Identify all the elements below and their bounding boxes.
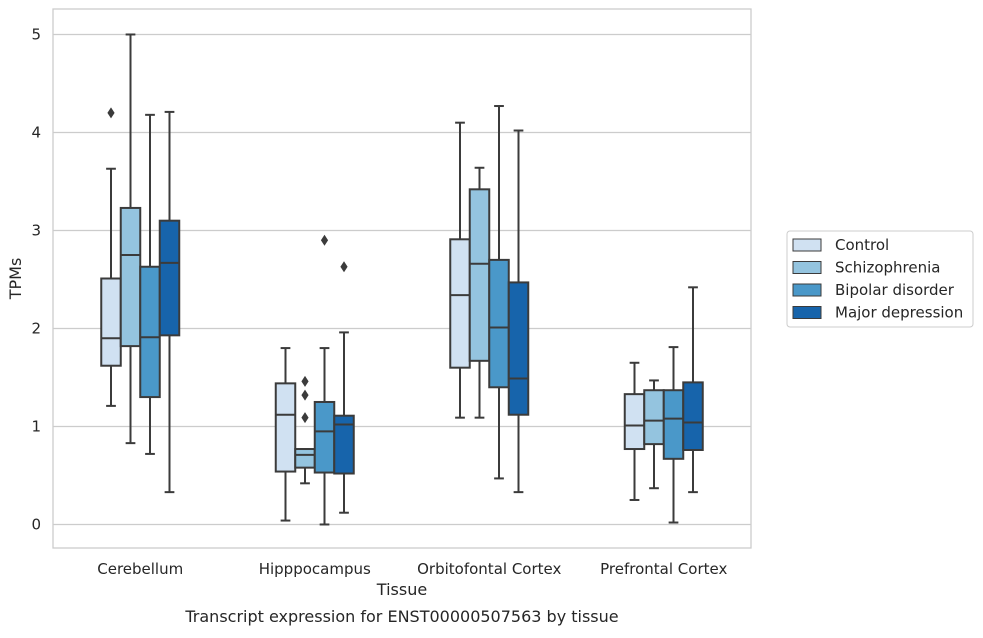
box-schizophrenia xyxy=(119,33,142,445)
outlier-point xyxy=(107,107,115,119)
x-axis-ticks: Cerebellum Hipppocampus Orbitofontal Corte… xyxy=(97,560,727,578)
legend-swatch xyxy=(792,283,822,297)
plot-frame xyxy=(52,8,752,549)
legend: Control Schizophrenia Bipolar disorder Majo… xyxy=(786,230,974,328)
legend-label: Bipolar disorder xyxy=(835,281,955,299)
box-iqr xyxy=(682,381,704,452)
y-tick-label: 3 xyxy=(31,221,41,239)
legend-label: Control xyxy=(835,236,889,254)
x-tick-label: Hipppocampus xyxy=(259,560,371,578)
y-axis-label: TPMs xyxy=(6,258,25,301)
box-iqr xyxy=(100,277,122,367)
box-iqr xyxy=(158,219,181,337)
box-control xyxy=(623,361,646,501)
box-major-depression xyxy=(158,110,181,494)
outlier-point xyxy=(320,234,329,246)
box-major-depression xyxy=(333,261,355,514)
x-tick-label: Prefrontal Cortex xyxy=(600,560,727,578)
outlier-point xyxy=(340,261,348,273)
y-tick-label: 0 xyxy=(31,515,41,533)
box-series xyxy=(100,33,704,526)
box-bipolar-disorder xyxy=(662,346,685,524)
box-iqr xyxy=(643,389,665,446)
legend-swatch xyxy=(792,238,822,252)
legend-swatch xyxy=(792,306,822,319)
box-iqr xyxy=(662,389,685,460)
box-iqr xyxy=(333,414,355,475)
legend-swatch xyxy=(792,261,822,274)
chart-title: Transcript expression for ENST0000050756… xyxy=(184,607,618,626)
x-tick-label: Orbitofontal Cortex xyxy=(417,560,561,578)
outlier-point xyxy=(301,375,309,387)
y-tick-label: 1 xyxy=(31,417,41,435)
legend-label: Schizophrenia xyxy=(835,259,940,277)
y-axis-ticks: 0 1 2 3 4 5 xyxy=(31,25,41,533)
box-major-depression xyxy=(507,129,530,494)
legend-label: Major depression xyxy=(835,304,963,322)
y-tick-label: 2 xyxy=(31,319,41,337)
legend-frame xyxy=(786,230,974,328)
box-schizophrenia xyxy=(294,375,316,485)
outlier-point xyxy=(301,412,309,424)
box-major-depression xyxy=(682,286,704,494)
box-bipolar-disorder xyxy=(488,105,510,480)
box-bipolar-disorder xyxy=(313,234,336,526)
outlier-point xyxy=(301,389,309,401)
box-bipolar-disorder xyxy=(139,113,161,455)
x-tick-label: Cerebellum xyxy=(97,560,183,578)
y-tick-label: 4 xyxy=(31,123,41,141)
box-iqr xyxy=(507,281,530,416)
box-control xyxy=(274,347,297,522)
box-iqr xyxy=(313,400,336,474)
box-iqr xyxy=(274,382,297,473)
box-iqr xyxy=(294,448,316,469)
box-iqr xyxy=(488,258,510,389)
box-iqr xyxy=(468,188,491,362)
box-control xyxy=(100,107,122,407)
box-control xyxy=(449,121,471,419)
box-iqr xyxy=(119,206,142,348)
box-schizophrenia xyxy=(643,379,665,490)
y-tick-label: 5 xyxy=(31,25,41,43)
box-iqr xyxy=(139,265,161,399)
box-iqr xyxy=(623,393,646,451)
box-iqr xyxy=(449,238,471,369)
box-schizophrenia xyxy=(468,166,491,419)
x-axis-label: Tissue xyxy=(376,580,427,599)
